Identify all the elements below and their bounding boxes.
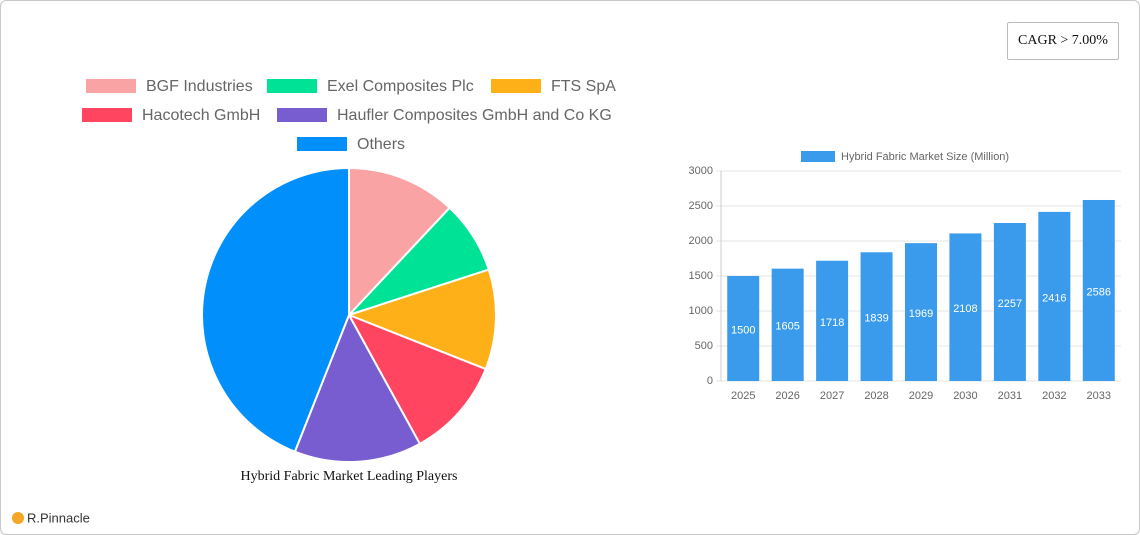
x-tick-label: 2029	[909, 390, 933, 402]
x-tick-label: 2025	[731, 390, 755, 402]
bar	[1038, 211, 1071, 381]
legend-swatch	[277, 108, 327, 122]
x-tick-label: 2027	[820, 390, 844, 402]
value-label: 1500	[731, 324, 755, 336]
x-tick-label: 2032	[1042, 390, 1066, 402]
x-tick-label: 2033	[1087, 390, 1111, 402]
bar	[905, 243, 937, 381]
y-tick-label: 500	[695, 340, 713, 352]
legend-swatch	[267, 79, 317, 93]
legend-label: Haufler Composites GmbH and Co KG	[337, 107, 612, 124]
legend-swatch	[82, 108, 132, 122]
pie-slice	[346, 313, 487, 446]
value-label: 2108	[953, 303, 977, 315]
value-label: 1718	[820, 317, 844, 329]
brand: R.Pinnacle	[27, 510, 90, 525]
legend-swatch	[801, 151, 835, 162]
bar	[771, 268, 804, 381]
value-label: 1605	[775, 321, 799, 333]
value-label: 2586	[1087, 286, 1111, 298]
value-label: 1839	[864, 313, 888, 325]
y-tick-label: 2000	[689, 235, 713, 247]
chart-title: Hybrid Fabric Market Leading Players	[241, 469, 458, 484]
bar	[727, 276, 760, 381]
y-tick-label: 1000	[689, 305, 713, 317]
x-tick-label: 2028	[864, 390, 888, 402]
legend-label: Exel Composites Plc	[327, 78, 474, 95]
pie-slice	[348, 166, 452, 318]
x-tick-label: 2026	[775, 390, 799, 402]
legend-label: FTS SpA	[551, 78, 616, 95]
cagr-badge: CAGR > 7.00%	[1007, 22, 1119, 60]
pie-slice	[346, 268, 497, 371]
legend-label: BGF Industries	[146, 78, 253, 95]
y-tick-label: 3000	[689, 165, 713, 177]
x-tick-label: 2030	[953, 390, 977, 402]
legend-label: Hybrid Fabric Market Size (Million)	[841, 151, 1009, 163]
legend-label: Hacotech GmbH	[142, 107, 260, 124]
legend-swatch	[86, 79, 136, 93]
legend-label: Others	[357, 136, 405, 153]
bar	[816, 260, 849, 381]
legend-swatch	[491, 79, 541, 93]
x-tick-label: 2031	[998, 390, 1022, 402]
bar	[949, 233, 982, 381]
value-label: 1969	[909, 308, 933, 320]
pie-slice	[201, 166, 350, 453]
bar	[993, 223, 1026, 381]
legend-swatch	[297, 137, 347, 151]
bar	[860, 252, 893, 381]
value-label: 2416	[1042, 292, 1066, 304]
value-label: 2257	[998, 298, 1022, 310]
y-tick-label: 2500	[689, 200, 713, 212]
bar	[1082, 199, 1115, 381]
brand-icon	[12, 512, 24, 524]
y-tick-label: 0	[707, 375, 713, 387]
y-tick-label: 1500	[689, 270, 713, 282]
pie-slice	[293, 312, 422, 463]
